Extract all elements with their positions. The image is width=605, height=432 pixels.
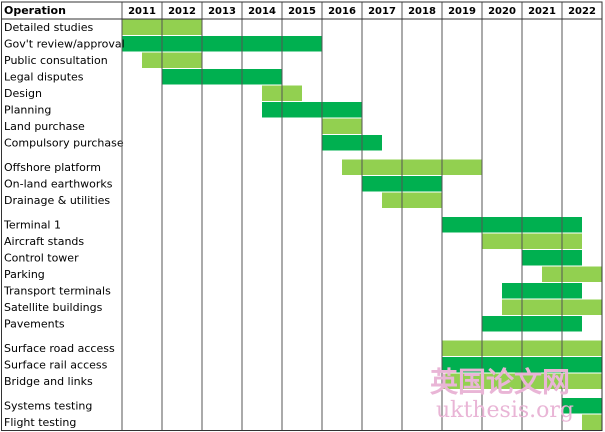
year-label: 2019 <box>448 6 476 17</box>
year-label: 2018 <box>408 6 436 17</box>
task-bar <box>262 102 362 118</box>
year-label: 2015 <box>288 6 316 17</box>
year-label: 2011 <box>128 6 156 17</box>
header-label: Operation <box>4 4 66 17</box>
task-label: Surface rail access <box>4 358 108 371</box>
task-label: Flight testing <box>4 416 76 429</box>
year-label: 2014 <box>248 6 276 17</box>
year-label: 2022 <box>568 6 596 17</box>
task-label: Pavements <box>4 317 65 330</box>
task-label: Surface road access <box>4 342 115 355</box>
task-bar <box>382 192 442 208</box>
task-label: Offshore platform <box>4 161 101 174</box>
task-label: Transport terminals <box>3 284 111 297</box>
task-bar <box>322 118 362 134</box>
task-bar <box>562 398 602 414</box>
task-bar <box>482 233 582 249</box>
task-bar <box>162 69 282 85</box>
task-label: Control tower <box>4 251 79 264</box>
task-bar <box>442 217 582 233</box>
task-label: Public consultation <box>4 54 108 67</box>
task-label: Legal disputes <box>4 70 84 83</box>
task-label: On-land earthworks <box>4 177 113 190</box>
task-bar <box>342 159 482 175</box>
year-label: 2012 <box>168 6 196 17</box>
task-bar <box>502 283 582 299</box>
task-label: Aircraft stands <box>4 235 84 248</box>
task-bar <box>502 299 602 315</box>
task-bar <box>522 250 582 266</box>
task-label: Satellite buildings <box>4 301 103 314</box>
task-label: Land purchase <box>4 120 85 133</box>
year-label: 2017 <box>368 6 396 17</box>
task-label: Bridge and links <box>4 375 93 388</box>
task-label: Terminal 1 <box>3 218 61 231</box>
task-label: Design <box>4 87 42 100</box>
task-bar <box>582 414 602 430</box>
task-label: Parking <box>4 268 45 281</box>
task-label: Compulsory purchase <box>4 136 124 149</box>
task-bar <box>122 36 322 52</box>
task-label: Detailed studies <box>4 21 93 34</box>
task-label: Systems testing <box>4 399 92 412</box>
task-label: Drainage & utilities <box>4 194 110 207</box>
task-bar <box>322 135 382 151</box>
task-bar <box>142 52 202 68</box>
year-label: 2021 <box>528 6 556 17</box>
task-bar <box>542 266 602 282</box>
year-label: 2020 <box>488 6 516 17</box>
watermark-cn: 英国论文网 <box>430 366 570 399</box>
task-bar <box>482 316 582 332</box>
watermark-url: ukthesis.org <box>436 398 574 423</box>
task-label: Planning <box>4 103 51 116</box>
year-label: 2013 <box>208 6 236 17</box>
task-label: Gov't review/approval <box>4 37 125 50</box>
year-label: 2016 <box>328 6 356 17</box>
